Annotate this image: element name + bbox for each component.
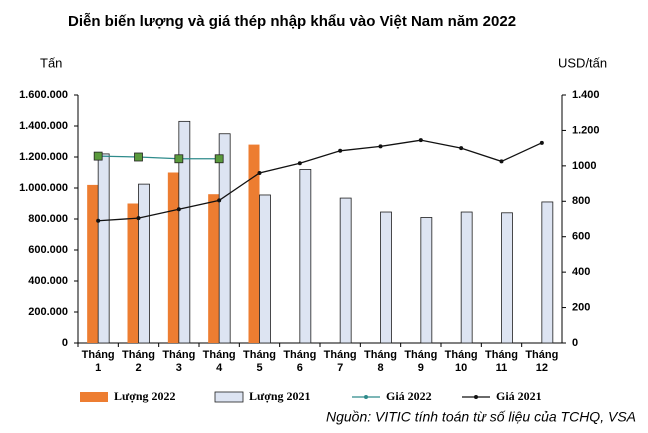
x-tick-label-box: Tháng 9 (404, 349, 438, 374)
bar (299, 168, 312, 344)
bar (420, 217, 433, 344)
x-tick-label-box: Tháng 12 (525, 349, 559, 374)
marker (214, 154, 224, 164)
line (98, 139, 543, 222)
y-tick-label: 1.200.000 (19, 151, 68, 163)
x-tick-label-box: Tháng 1 (81, 349, 115, 374)
x-tick-label-box: Tháng 8 (364, 349, 397, 374)
bar (167, 172, 179, 343)
x-tick-label: Tháng 1 (81, 349, 115, 374)
y2-tick-label: 0 (572, 337, 578, 349)
marker (96, 218, 101, 223)
y2-axis-label: USD/tấn (558, 55, 607, 70)
x-tick-label-box: Tháng 7 (323, 349, 357, 374)
y-tick-label: 400.000 (28, 275, 68, 287)
marker (338, 148, 343, 153)
x-tick-label: Tháng 12 (525, 349, 559, 374)
y-tick-label: 600.000 (28, 244, 68, 256)
x-tick-label-box: Tháng 11 (485, 349, 518, 374)
y-tick-label: 200.000 (28, 306, 68, 318)
x-tick-label: Tháng 5 (243, 349, 276, 374)
x-tick-label: Tháng 9 (404, 349, 438, 374)
x-tick-label-box: Tháng 3 (162, 349, 196, 374)
bar (97, 153, 110, 344)
bar (127, 203, 139, 343)
legend-label: Lượng 2022 (114, 389, 176, 403)
bar (339, 197, 352, 344)
x-tick-label: Tháng 7 (323, 349, 357, 374)
bar (259, 194, 271, 344)
y2-tick-label: 600 (572, 231, 590, 243)
bar (380, 211, 392, 344)
chart-title: Diễn biến lượng và giá thép nhập khẩu và… (68, 13, 516, 30)
bar (87, 184, 99, 343)
marker (418, 138, 423, 143)
marker (174, 154, 184, 164)
bar (501, 212, 513, 344)
x-tick-label: Tháng 3 (162, 349, 196, 374)
marker (136, 216, 141, 221)
marker (134, 152, 143, 162)
legend-label: Lượng 2021 (249, 389, 311, 403)
legend-swatch (80, 392, 108, 402)
x-tick-label-box: Tháng 2 (122, 349, 155, 374)
x-tick-label: Tháng 4 (202, 349, 236, 374)
bar (218, 133, 231, 344)
source: Nguồn: VITIC tính toán từ số liệu của TC… (326, 409, 636, 425)
y2-tick-label: 400 (572, 266, 590, 278)
y-tick-label: 1.600.000 (19, 89, 68, 101)
marker (257, 170, 262, 175)
marker (378, 144, 383, 149)
y-axis-label: Tấn (40, 55, 62, 70)
x-tick-label-box: Tháng 6 (283, 349, 317, 374)
marker (93, 151, 103, 161)
bar (208, 194, 220, 343)
x-tick-label-box: Tháng 5 (243, 349, 276, 374)
marker (539, 140, 544, 145)
y-tick-label: 1.400.000 (19, 120, 68, 132)
marker (459, 146, 464, 151)
y2-tick-label: 1.400 (572, 89, 600, 101)
marker (217, 198, 222, 203)
legend-label: Giá 2021 (496, 389, 542, 403)
x-tick-label-box: Tháng 4 (202, 349, 236, 374)
legend-marker (364, 395, 368, 399)
x-tick-label: Tháng 8 (364, 349, 397, 374)
marker (176, 207, 181, 212)
y-tick-label: 1.000.000 (19, 182, 68, 194)
x-tick-label-box: Tháng 10 (444, 349, 478, 374)
x-tick-label: Tháng 2 (122, 349, 155, 374)
marker (499, 159, 504, 164)
y-tick-label: 800.000 (28, 213, 68, 225)
line (98, 155, 220, 160)
bar (138, 183, 150, 344)
bar (248, 144, 260, 343)
y2-tick-label: 200 (572, 301, 590, 313)
legend-swatch (214, 391, 244, 403)
bar (178, 120, 191, 344)
legend-marker (474, 395, 478, 399)
x-tick-label: Tháng 10 (444, 349, 478, 374)
y2-tick-label: 800 (572, 195, 590, 207)
x-tick-label: Tháng 6 (283, 349, 317, 374)
legend-label: Giá 2022 (386, 389, 432, 403)
x-tick-label: Tháng 11 (485, 349, 518, 374)
y2-tick-label: 1000 (572, 160, 596, 172)
y-tick-label: 0 (62, 337, 68, 349)
marker (297, 161, 302, 166)
bar (541, 201, 554, 344)
y2-tick-label: 1.200 (572, 124, 600, 136)
bar (460, 211, 473, 344)
